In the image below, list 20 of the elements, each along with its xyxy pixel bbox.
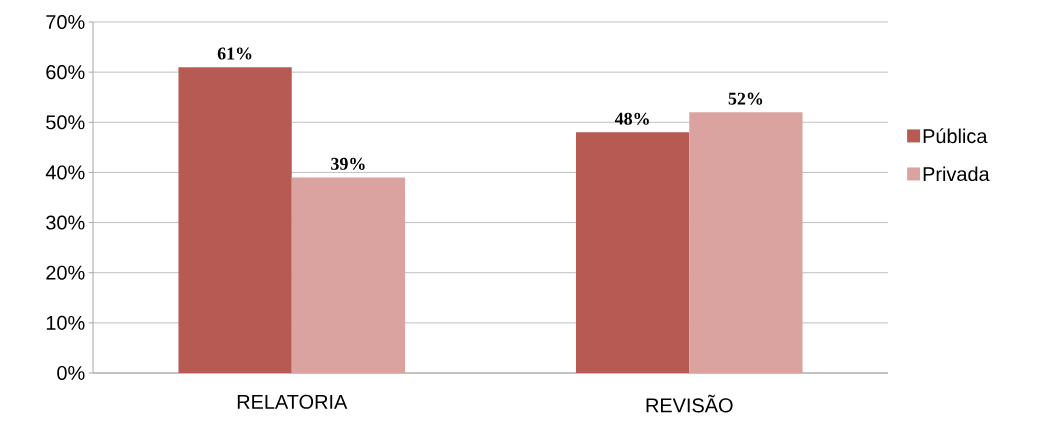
bar [575,132,690,373]
bar [291,177,406,373]
data-label: 39% [331,157,365,170]
y-tick-label: 60% [46,65,85,80]
y-tick-label: 70% [46,14,85,30]
legend-label: Pública [923,128,988,144]
x-tick-label: REVISÃO [646,394,733,413]
y-tick-label: 30% [46,215,85,230]
y-tick-label: 50% [46,115,85,130]
legend-label: Privada [923,166,990,182]
y-tick-label: 40% [45,165,85,180]
data-label: 52% [728,92,763,105]
bar [689,112,803,373]
data-label: 61% [217,47,252,60]
x-tick-label: RELATORIA [237,394,348,409]
y-tick-label: 20% [46,265,85,280]
bar [178,67,292,373]
data-label: 48% [614,112,649,125]
y-tick-label: 10% [46,315,85,330]
y-tick-label: 0% [57,365,85,381]
